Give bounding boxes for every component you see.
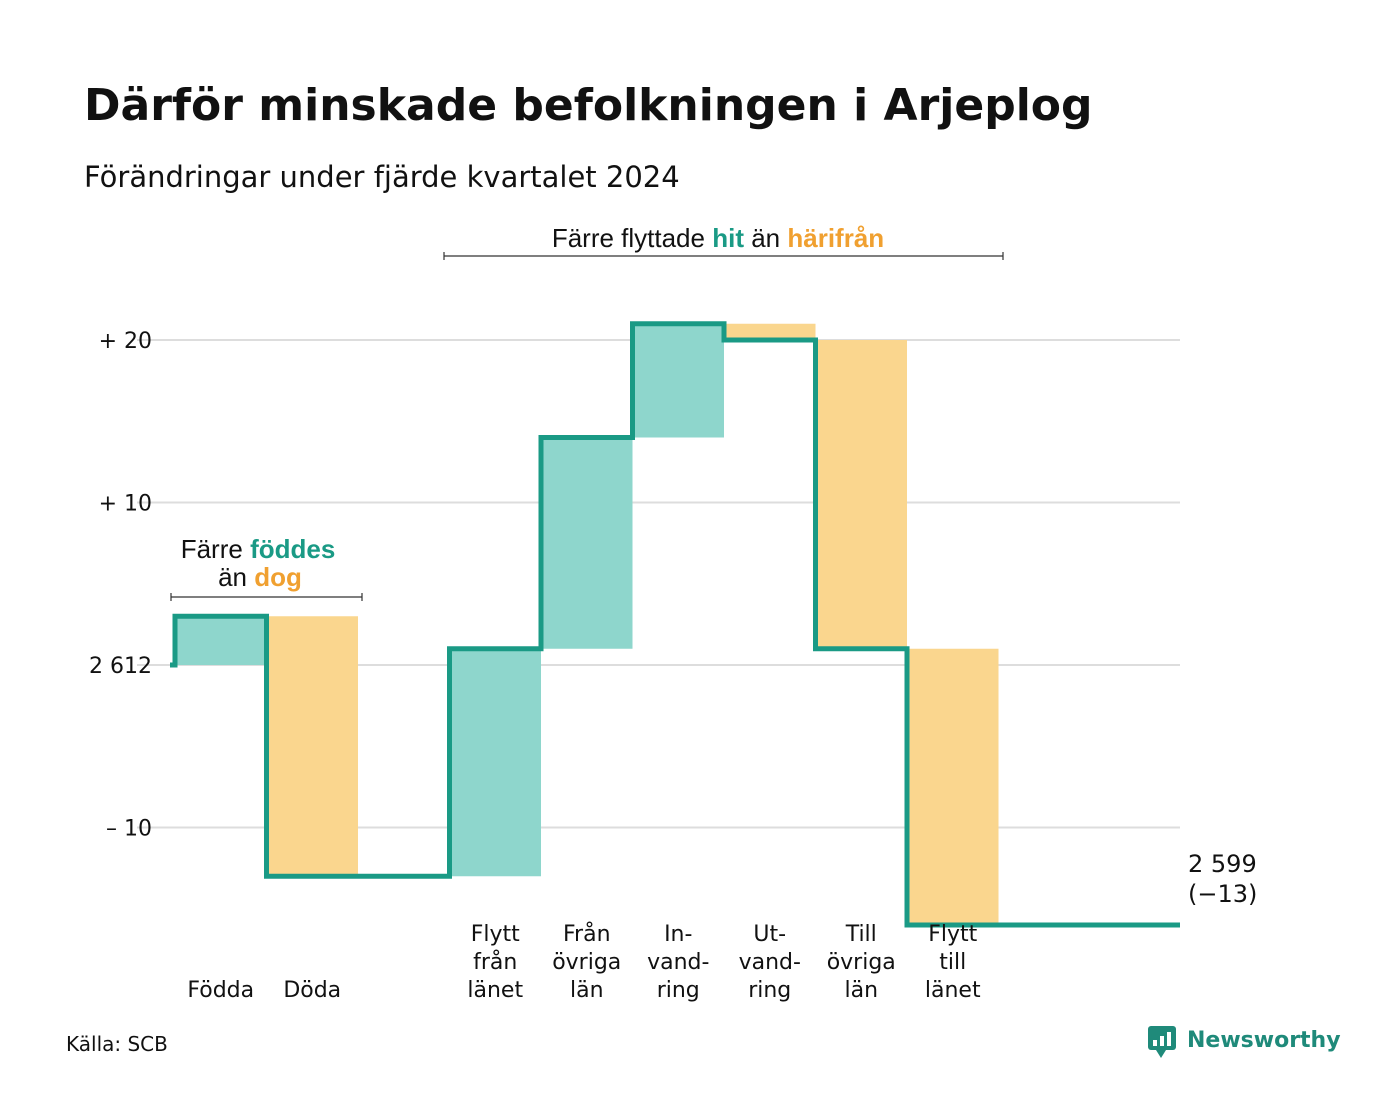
running-total-line: [170, 321, 1180, 928]
category-label-utvandring: ring: [748, 978, 791, 1003]
y-tick-label: + 20: [99, 329, 152, 354]
bar-till-ovriga-lan: [815, 340, 907, 649]
category-labels: Födda DödaFlyttfrånlänetFrånövrigalänIn-v…: [187, 921, 981, 1003]
migration-strong-out: härifrån: [787, 223, 884, 253]
bars: [175, 323, 999, 925]
births-strong-out: dog: [254, 562, 302, 592]
category-label-till-ovriga-lan: övriga: [827, 950, 896, 975]
category-label-invandring: In-: [664, 922, 692, 947]
category-label-till-ovriga-lan: län: [844, 978, 878, 1003]
bar-invandring: [632, 323, 724, 438]
category-label-flytt-till-lanet: Flytt: [928, 922, 977, 947]
running-total-path: [170, 321, 1180, 928]
bar-flytt-fran-lanet: [449, 648, 541, 877]
chart-title: Därför minskade befolkningen i Arjeplog: [84, 80, 1093, 131]
births-annotation-line1: Färre föddes: [181, 534, 336, 564]
newsworthy-chart-icon: [1148, 1026, 1176, 1058]
end-value-label: 2 599: [1188, 850, 1257, 878]
y-axis-ticks: + 20 + 10 2 612 – 10: [89, 329, 152, 842]
chart-subtitle: Förändringar under fjärde kvartalet 2024: [84, 160, 680, 194]
category-label-till-ovriga-lan: Till: [845, 922, 877, 947]
migration-annotation: Färre flyttade hit än härifrån: [443, 223, 1004, 260]
births-strong-in: föddes: [250, 534, 335, 564]
category-label-doda: Döda: [283, 978, 341, 1003]
bar-flytt-till-lanet: [907, 648, 999, 925]
bar-utvandring: [724, 323, 816, 340]
category-label-utvandring: vand-: [739, 950, 801, 975]
y-tick-label: 2 612: [89, 654, 152, 679]
category-label-flytt-till-lanet: länet: [925, 978, 981, 1003]
bar-fodda: [175, 616, 267, 665]
brand-name: Newsworthy: [1187, 1028, 1341, 1053]
newsworthy-logo: Newsworthy: [1148, 1026, 1341, 1058]
category-label-flytt-fran-lanet: från: [473, 949, 517, 975]
category-label-flytt-fran-lanet: länet: [467, 978, 523, 1003]
category-label-invandring: ring: [657, 978, 700, 1003]
category-label-fran-ovriga-lan: län: [570, 978, 604, 1003]
category-label-flytt-fran-lanet: Flytt: [471, 922, 520, 947]
category-label-utvandring: Ut-: [753, 922, 786, 947]
category-label-fran-ovriga-lan: Från: [563, 921, 611, 947]
bar-fran-ovriga-lan: [541, 437, 633, 649]
category-label-fodda: Födda: [187, 978, 254, 1003]
bar-doda: [266, 616, 358, 877]
y-tick-label: – 10: [106, 817, 152, 842]
category-label-flytt-till-lanet: till: [939, 950, 966, 975]
births-annotation: Färre föddes än dog: [170, 534, 363, 601]
category-label-fran-ovriga-lan: övriga: [552, 950, 621, 975]
end-change-label: (−13): [1188, 880, 1257, 908]
migration-strong-in: hit: [712, 223, 744, 253]
migration-annotation-text: Färre flyttade hit än härifrån: [552, 223, 884, 253]
category-label-invandring: vand-: [647, 950, 709, 975]
source-label: Källa: SCB: [66, 1032, 168, 1056]
births-annotation-line2: än dog: [218, 562, 302, 592]
y-tick-label: + 10: [99, 492, 152, 517]
